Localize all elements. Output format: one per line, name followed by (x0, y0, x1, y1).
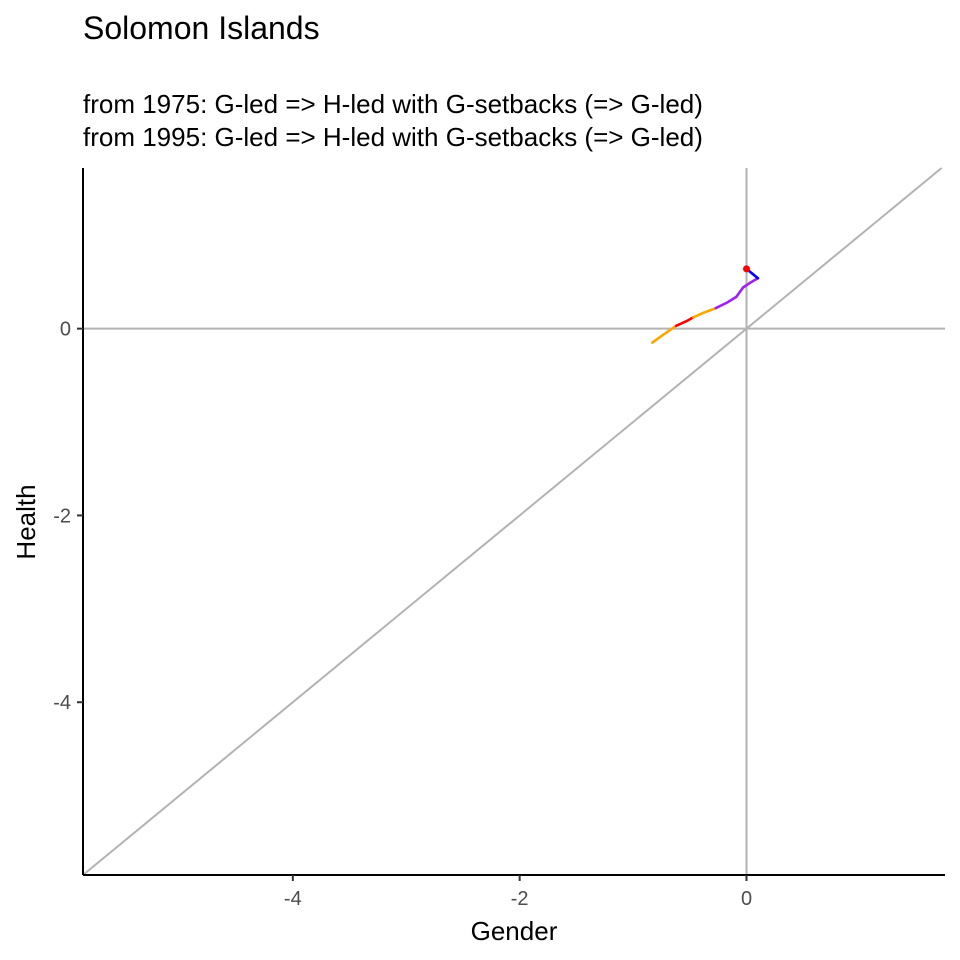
x-axis-title: Gender (471, 916, 558, 946)
trajectory-segment-3 (691, 306, 718, 319)
x-tick-label: 0 (741, 888, 752, 910)
chart-subtitle-line-1: from 1975: G-led => H-led with G-setback… (83, 89, 703, 119)
trajectory-segment-6 (741, 276, 760, 289)
chart-subtitle-line-2: from 1995: G-led => H-led with G-setback… (83, 122, 703, 152)
y-axis-title: Health (11, 484, 41, 559)
y-tick-label: 0 (60, 319, 71, 341)
y-tick-label: -2 (53, 505, 71, 527)
trajectory-segment-2 (674, 316, 695, 328)
plot-area: -4 -2 0 -4 -2 0 (53, 167, 945, 910)
trajectory-segment-1 (651, 324, 678, 344)
y-tick-label: -4 (53, 692, 71, 714)
reference-line-diagonal (82, 167, 943, 876)
trajectory-segment-4 (714, 295, 738, 310)
chart-title: Solomon Islands (83, 10, 320, 46)
trajectory-segment-5 (734, 286, 745, 299)
trajectory-end-point (743, 265, 751, 273)
x-tick-label: -2 (511, 888, 529, 910)
x-tick-label: -4 (284, 888, 302, 910)
